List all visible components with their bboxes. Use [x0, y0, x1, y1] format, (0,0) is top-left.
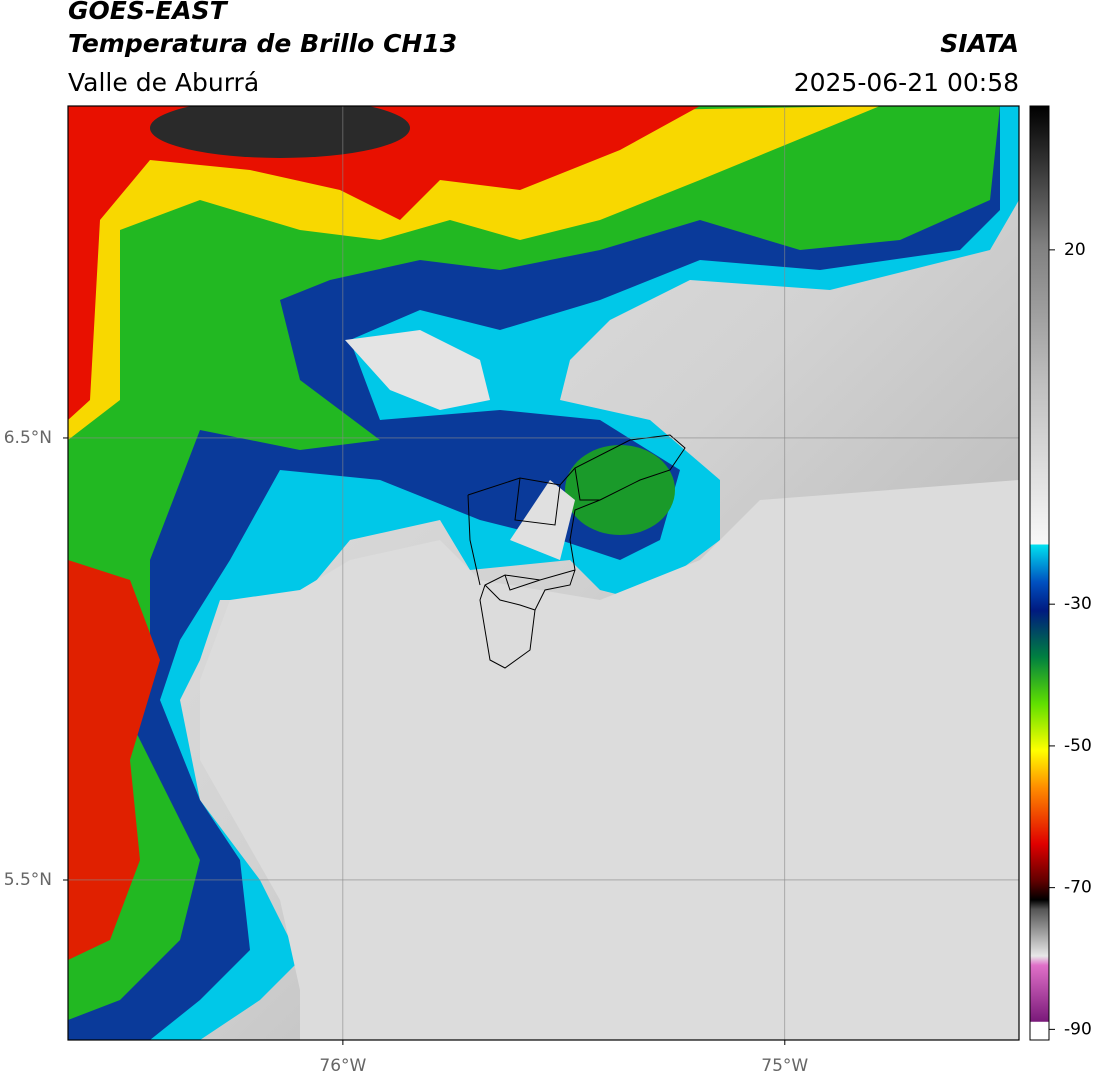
datetime: 2025-06-21 00:58	[794, 68, 1019, 97]
colorbar	[1029, 105, 1050, 1041]
cloud-yellow	[68, 106, 880, 440]
region: Valle de Aburrá	[68, 68, 259, 97]
colorbar-tick-label: -50	[1064, 736, 1092, 756]
colorbar-tick-label: 20	[1064, 240, 1086, 260]
colorbar-tick-label: -70	[1064, 878, 1092, 898]
cloud-top	[150, 106, 410, 158]
cloud-blue	[68, 106, 1000, 1040]
imagery	[68, 106, 1019, 1040]
municipal-boundaries	[467, 434, 686, 669]
clear-patch	[510, 480, 575, 560]
colorbar-tick-label: -90	[1064, 1019, 1092, 1039]
y-tick-label: 5.5°N	[4, 870, 52, 890]
clear-region	[200, 480, 1019, 1040]
satellite: GOES-EAST	[68, 0, 229, 25]
product: Temperatura de Brillo CH13	[68, 29, 457, 58]
y-tick-label: 6.5°N	[4, 428, 52, 448]
clear-patch	[345, 330, 490, 410]
source: SIATA	[940, 29, 1019, 58]
x-tick-label: 76°W	[319, 1056, 366, 1076]
cloud-red-west	[68, 560, 160, 960]
graticule	[68, 106, 1019, 1040]
x-tick-label: 75°W	[761, 1056, 808, 1076]
map-frame	[67, 105, 1020, 1041]
colorbar-tick-label: -30	[1064, 594, 1092, 614]
cloud-red	[68, 106, 700, 420]
